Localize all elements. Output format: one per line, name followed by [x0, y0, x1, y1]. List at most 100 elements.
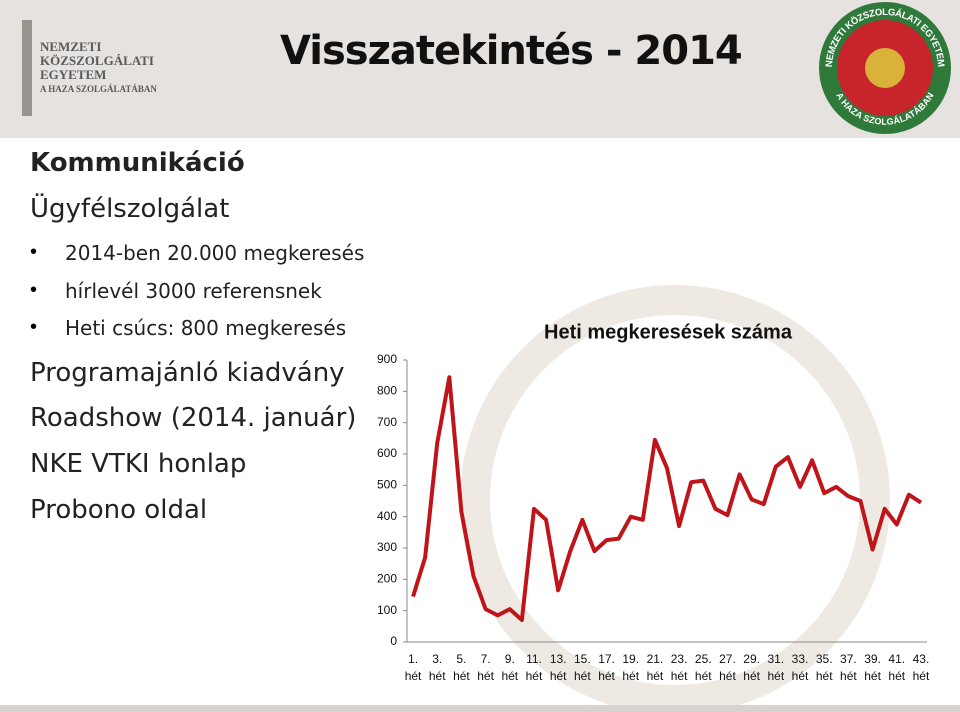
logo-line: NEMZETI	[40, 39, 102, 54]
y-tick-label: 300	[377, 540, 397, 554]
logo-line: KÖZSZOLGÁLATI	[40, 53, 154, 68]
x-tick-label: 27. hét	[719, 652, 736, 683]
x-tick-label: 9. hét	[501, 652, 518, 683]
x-tick-label-line: hét	[888, 669, 905, 683]
x-tick-label-line: hét	[840, 669, 857, 683]
x-tick-label-line: 33.	[792, 652, 809, 666]
x-tick-label-line: hét	[453, 669, 470, 683]
x-tick-label-line: hét	[526, 669, 543, 683]
x-tick-label: 29. hét	[743, 652, 760, 683]
x-tick-label: 31. hét	[767, 652, 784, 683]
item: Probono oldal	[30, 495, 208, 525]
x-tick-label-line: hét	[767, 669, 784, 683]
x-tick-label: 37. hét	[840, 652, 857, 683]
x-tick-label-line: 37.	[840, 652, 857, 666]
x-tick-label: 39. hét	[864, 652, 881, 683]
header-band	[0, 0, 960, 138]
data-line	[411, 375, 923, 623]
x-tick-label-line: 39.	[864, 652, 881, 666]
x-tick-label-line: hét	[647, 669, 664, 683]
item: Roadshow (2014. január)	[30, 403, 357, 433]
footer-band	[0, 705, 960, 712]
x-tick-label-line: 17.	[598, 652, 615, 666]
bullet-dot: •	[30, 241, 38, 263]
subheading: Ügyfélszolgálat	[30, 194, 230, 224]
seal-crown	[865, 48, 905, 88]
x-tick-label: 1. hét	[405, 652, 422, 683]
x-tick-label: 11. hét	[526, 652, 543, 683]
x-tick-label-line: 35.	[816, 652, 833, 666]
y-tick-label: 700	[377, 415, 397, 429]
x-tick-label: 15. hét	[574, 652, 591, 683]
x-tick-label-line: hét	[864, 669, 881, 683]
x-tick-label-line: 1.	[408, 652, 418, 666]
x-tick-label-line: hét	[671, 669, 688, 683]
bullet: hírlevél 3000 referensnek	[65, 279, 322, 303]
y-tick-label: 0	[390, 634, 397, 648]
x-tick-label-line: hét	[429, 669, 446, 683]
x-tick-label: 41. hét	[888, 652, 905, 683]
y-tick-label: 600	[377, 446, 397, 460]
x-tick-label-line: 13.	[550, 652, 567, 666]
x-tick-label: 43. hét	[913, 652, 930, 683]
x-tick-label-line: 27.	[719, 652, 736, 666]
x-tick-label-line: 21.	[647, 652, 664, 666]
x-tick-label-line: hét	[574, 669, 591, 683]
y-tick-label: 500	[377, 478, 397, 492]
x-tick-label-line: 5.	[456, 652, 466, 666]
x-tick-label-line: 19.	[622, 652, 639, 666]
item: NKE VTKI honlap	[30, 449, 247, 479]
chart-title: Heti megkeresések száma	[544, 321, 793, 343]
x-tick-label-line: hét	[695, 669, 712, 683]
x-tick-label-line: hét	[743, 669, 760, 683]
x-tick-label-line: 3.	[432, 652, 442, 666]
item: Programajánló kiadvány	[30, 358, 345, 388]
x-tick-label-line: 41.	[888, 652, 905, 666]
bullet: Heti csúcs: 800 megkeresés	[65, 316, 347, 340]
bullet-dot: •	[30, 316, 38, 338]
x-tick-label: 35. hét	[816, 652, 833, 683]
x-tick-label: 23. hét	[671, 652, 688, 683]
y-tick-label: 200	[377, 572, 397, 586]
heading: Kommunikáció	[30, 148, 245, 178]
x-tick-label-line: hét	[792, 669, 809, 683]
y-tick-label: 900	[377, 352, 397, 366]
y-tick-label: 100	[377, 603, 397, 617]
x-tick-label-line: hét	[598, 669, 615, 683]
x-tick-label-line: hét	[622, 669, 639, 683]
x-tick-label-line: hét	[719, 669, 736, 683]
x-tick-label-line: 11.	[526, 652, 542, 666]
x-tick-label-line: hét	[405, 669, 422, 683]
logo-mark	[22, 20, 32, 116]
bullet: 2014-ben 20.000 megkeresés	[65, 241, 365, 265]
x-tick-label-line: 23.	[671, 652, 688, 666]
x-tick-label: 13. hét	[550, 652, 567, 683]
x-tick-label: 17. hét	[598, 652, 615, 683]
watermark	[460, 285, 890, 712]
x-tick-label-line: 9.	[505, 652, 515, 666]
x-tick-label: 7. hét	[477, 652, 494, 683]
x-tick-label: 5. hét	[453, 652, 470, 683]
x-tick-label-line: hét	[501, 669, 518, 683]
y-tick-label: 400	[377, 509, 397, 523]
logo-line: A HAZA SZOLGÁLATÁBAN	[40, 84, 157, 94]
x-tick-label-line: hét	[550, 669, 567, 683]
x-tick-label: 33. hét	[792, 652, 809, 683]
slide-title: Visszatekintés - 2014	[280, 28, 743, 74]
x-tick-label: 25. hét	[695, 652, 712, 683]
x-tick-label: 3. hét	[429, 652, 446, 683]
x-tick-label: 19. hét	[622, 652, 639, 683]
y-tick-label: 800	[377, 384, 397, 398]
bullet-dot: •	[30, 279, 38, 301]
x-tick-label-line: 25.	[695, 652, 712, 666]
x-tick-label-line: 7.	[481, 652, 491, 666]
logo: NEMZETI KÖZSZOLGÁLATI EGYETEM A HAZA SZO…	[40, 40, 157, 96]
logo-line: EGYETEM	[40, 67, 107, 82]
x-tick-label: 21. hét	[647, 652, 664, 683]
x-tick-label-line: 29.	[743, 652, 760, 666]
x-tick-label-line: 43.	[913, 652, 930, 666]
x-tick-label-line: 15.	[574, 652, 591, 666]
